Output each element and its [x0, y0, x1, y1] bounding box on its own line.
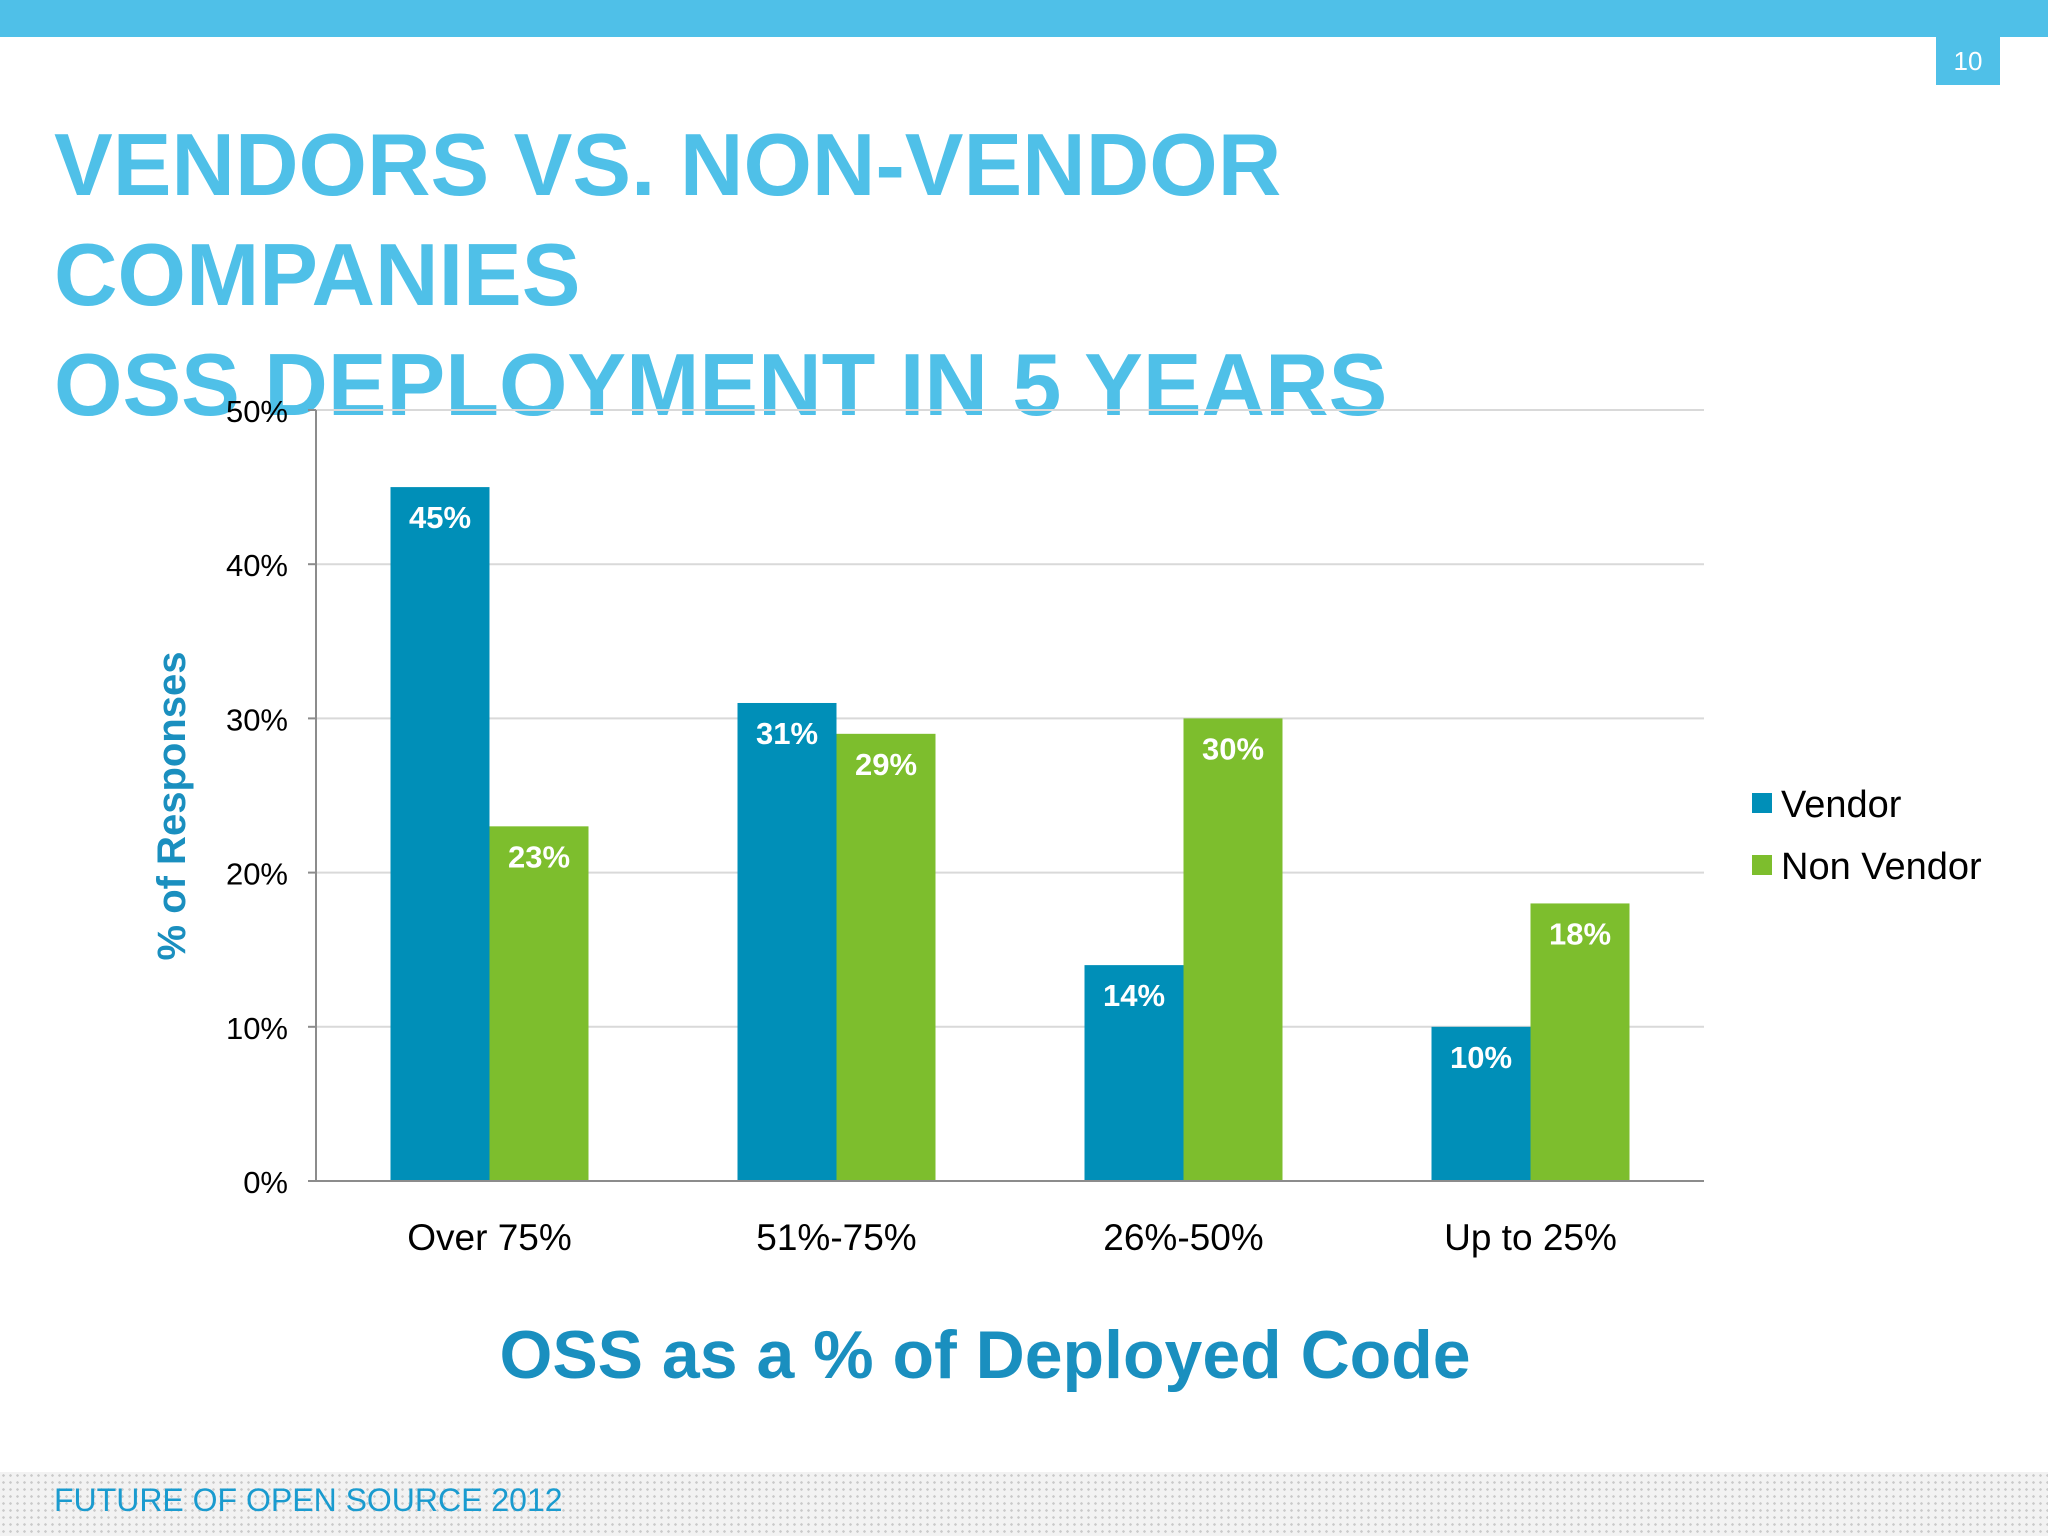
x-tick-label: Up to 25% [1444, 1217, 1617, 1258]
x-tick-label: Over 75% [407, 1217, 572, 1258]
y-axis-title: % of Responses [150, 652, 194, 961]
legend-swatch [1752, 793, 1772, 813]
y-tick-label: 30% [226, 702, 288, 737]
slide-title-line-3: OSS DEPLOYMENT IN 5 YEARS [54, 335, 1388, 434]
y-tick-label: 0% [243, 1165, 288, 1200]
data-label: 30% [1202, 731, 1264, 766]
data-label: 10% [1450, 1040, 1512, 1075]
x-tick-label: 26%-50% [1103, 1217, 1263, 1258]
bar-non-vendor [1530, 903, 1630, 1181]
y-tick-label: 50% [226, 394, 288, 429]
footer-band: FUTURE OF OPEN SOURCE 2012 [0, 1472, 2048, 1536]
data-label: 45% [409, 500, 471, 535]
data-label: 14% [1103, 978, 1165, 1013]
top-accent-bar [0, 0, 2048, 37]
x-axis-title: OSS as a % of Deployed Code [499, 1317, 1470, 1393]
y-tick-label: 20% [226, 857, 288, 892]
bar-vendor [390, 487, 490, 1182]
data-label: 18% [1549, 916, 1611, 951]
page-number: 10 [1936, 37, 2000, 85]
legend-swatch [1752, 855, 1772, 875]
bar-vendor [1431, 1026, 1531, 1181]
data-label: 23% [508, 839, 570, 874]
x-tick-label: 51%-75% [756, 1217, 916, 1258]
data-label: 29% [855, 747, 917, 782]
bar-vendor [737, 702, 837, 1181]
slide-title-line-2: COMPANIES [54, 225, 581, 324]
slide-title-line-1: VENDORS VS. NON-VENDOR [54, 115, 1282, 214]
footer-text: FUTURE OF OPEN SOURCE 2012 [54, 1482, 563, 1518]
bar-non-vendor [1183, 718, 1283, 1181]
bar-chart: 0% 10% 20% 30% 40% 50% 45% 23% Over 75% 31% 29% 51%… [150, 394, 1982, 1393]
data-label: 31% [756, 716, 818, 751]
bar-vendor [1084, 965, 1184, 1181]
legend-label: Non Vendor [1781, 846, 1982, 888]
legend-label: Vendor [1781, 784, 1902, 826]
bar-non-vendor [489, 826, 589, 1181]
y-tick-label: 40% [226, 548, 288, 583]
slide-title: VENDORS VS. NON-VENDOR COMPANIES OSS DEP… [54, 110, 1554, 440]
bar-non-vendor [836, 733, 936, 1181]
y-tick-label: 10% [226, 1011, 288, 1046]
